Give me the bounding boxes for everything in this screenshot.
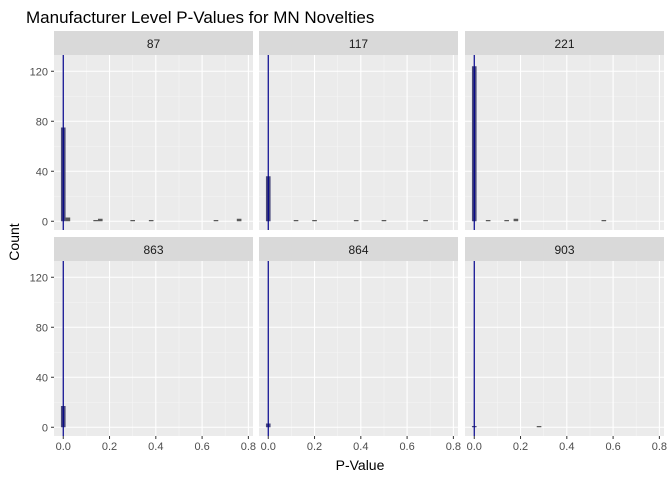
- facet-221: 221: [465, 31, 664, 230]
- y-tick-label: 80: [36, 322, 48, 334]
- x-tick-label: 0.6: [605, 441, 620, 453]
- histogram-bar: [601, 220, 607, 222]
- histogram-bar: [65, 217, 71, 222]
- facet-903: 903 0.0 0.2 0.4 0.6 0.8: [465, 237, 667, 453]
- x-tick-label: 0.0: [261, 441, 276, 453]
- x-tick-label: 0.4: [559, 441, 574, 453]
- panel-background: [465, 261, 664, 436]
- facet-864: 864 0.0 0.2 0.4 0.6 0.8: [259, 237, 461, 453]
- facet-strip: [54, 31, 253, 55]
- facet-strip: [259, 31, 458, 55]
- facet-117: 117: [259, 31, 458, 230]
- histogram-bar: [353, 220, 359, 222]
- histogram-bar: [93, 220, 98, 222]
- y-tick-label: 40: [36, 166, 48, 178]
- panel-background: [54, 261, 253, 436]
- histogram-bar: [236, 218, 242, 222]
- panel-background: [54, 55, 253, 230]
- facet-panels: 87 0 40 80 120 117 221 863 0.0 0.2 0.4 0.6 0.8 0 40 80 1…: [30, 31, 667, 453]
- histogram-bar: [536, 426, 542, 428]
- histogram-bar: [213, 220, 219, 222]
- x-axis-label: P-Value: [336, 457, 385, 473]
- y-tick-label: 120: [30, 66, 48, 78]
- x-tick-label: 0.0: [467, 441, 482, 453]
- histogram-bar: [504, 220, 509, 222]
- histogram-bar: [485, 220, 491, 222]
- y-axis-label: Count: [6, 223, 22, 260]
- panel-background: [259, 55, 458, 230]
- x-tick-label: 0.4: [148, 441, 163, 453]
- histogram-bar: [293, 220, 299, 222]
- x-tick-label: 0.2: [102, 441, 117, 453]
- histogram-bar: [148, 220, 154, 222]
- x-tick-label: 0.0: [56, 441, 71, 453]
- facet-87: 87 0 40 80 120: [30, 31, 253, 230]
- panel-background: [259, 261, 458, 436]
- facet-strip-label: 221: [554, 37, 574, 51]
- histogram-bar: [423, 220, 428, 222]
- facet-strip: [465, 237, 664, 261]
- y-tick-label: 0: [42, 422, 48, 434]
- x-tick-label: 0.2: [307, 441, 322, 453]
- histogram-bar: [130, 220, 135, 222]
- facet-strip-label: 903: [554, 243, 574, 257]
- facet-strip: [259, 237, 458, 261]
- y-tick-label: 80: [36, 116, 48, 128]
- x-tick-label: 0.8: [241, 441, 256, 453]
- x-tick-label: 0.8: [652, 441, 667, 453]
- x-tick-label: 0.6: [399, 441, 414, 453]
- x-tick-label: 0.4: [353, 441, 368, 453]
- facet-strip-label: 117: [349, 37, 368, 51]
- facet-strip-label: 863: [143, 243, 163, 257]
- facet-strip: [54, 237, 253, 261]
- x-tick-label: 0.8: [446, 441, 461, 453]
- y-tick-label: 40: [36, 372, 48, 384]
- facet-strip-label: 864: [348, 243, 368, 257]
- x-tick-label: 0.6: [194, 441, 209, 453]
- histogram-bar: [312, 220, 317, 222]
- chart-title: Manufacturer Level P-Values for MN Novel…: [26, 8, 374, 27]
- panel-background: [465, 55, 664, 230]
- histogram-bar: [381, 220, 387, 222]
- x-tick-label: 0.2: [513, 441, 528, 453]
- histogram-bar: [513, 218, 519, 222]
- facet-strip-label: 87: [147, 37, 161, 51]
- histogram-bar: [97, 218, 103, 222]
- facet-863: 863 0.0 0.2 0.4 0.6 0.8 0 40 80 120: [30, 237, 256, 453]
- y-tick-label: 120: [30, 272, 48, 284]
- y-tick-label: 0: [42, 216, 48, 228]
- facet-strip: [465, 31, 664, 55]
